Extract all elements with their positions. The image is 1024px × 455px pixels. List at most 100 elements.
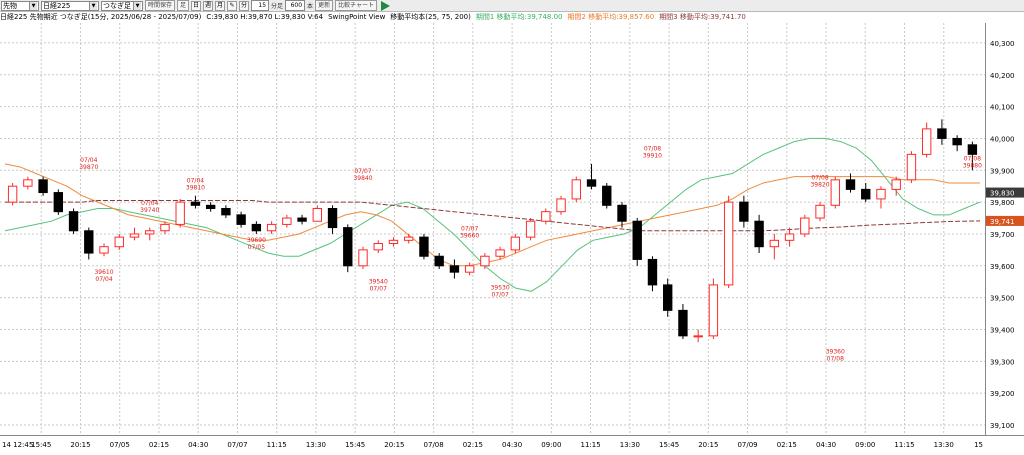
candle-body	[38, 179, 48, 194]
chevron-down-icon[interactable]: ▼	[29, 1, 37, 10]
candle-body	[784, 233, 795, 241]
candle-body	[114, 236, 124, 248]
swing-date-label: 07/04	[95, 276, 112, 283]
bar-button[interactable]: 足	[177, 0, 190, 11]
swing-price-label: 39740	[140, 207, 159, 214]
swing-date-label: 07/04	[80, 157, 97, 164]
candle-body	[800, 217, 810, 235]
swing-date-label: 07/08	[827, 355, 844, 362]
pencil-icon[interactable]: ✎	[227, 0, 238, 11]
swing-price-label: 39810	[186, 185, 205, 192]
candle-body	[343, 227, 353, 267]
minutes-label: 分足	[271, 3, 284, 10]
candle-body	[297, 217, 307, 222]
x-tick-label: 07/09	[737, 441, 757, 449]
candle-body	[556, 198, 566, 213]
candle-body	[388, 239, 399, 245]
x-tick-label: 13:30	[620, 441, 640, 449]
candle-body	[906, 153, 917, 181]
toolbar: 先物 ▼ 日経225 ▼ つなぎ足 ▼ 時間保存 足 日 週 月 ✎ 分 15 …	[0, 0, 1024, 12]
candle-body	[7, 185, 18, 203]
candle-body	[754, 220, 764, 248]
candle-body	[678, 309, 688, 337]
candle-body	[495, 249, 505, 257]
candle-body	[815, 204, 825, 219]
price-chart[interactable]: 07/04 39870 07/04 39610 07/04 39740 07/04 39810…	[0, 23, 1024, 435]
candle-body	[876, 188, 886, 200]
candle-body	[525, 220, 536, 238]
market-select[interactable]: 先物 ▼	[1, 0, 39, 11]
y-tick-label: 40,300	[990, 40, 1015, 48]
swing-price-label: 39880	[963, 162, 982, 169]
candle-body	[830, 179, 840, 206]
candle-body	[312, 207, 322, 222]
ma-short-line	[4, 137, 981, 292]
chart-canvas[interactable]: 07/043987007/043961007/043974007/0439810…	[0, 23, 1024, 435]
x-tick-label: 04:30	[816, 441, 836, 449]
swing-date-label: 07/07	[491, 292, 508, 299]
swing-price-label: 39690	[247, 237, 266, 244]
ma-price-tag-bg	[986, 215, 1024, 226]
candle-body	[129, 233, 140, 238]
candle-body	[175, 201, 185, 225]
swing-price-label: 39530	[491, 285, 510, 292]
candle-body	[937, 128, 947, 139]
week-button[interactable]: 週	[203, 0, 214, 11]
candle-body	[967, 144, 978, 155]
candle-body	[739, 201, 749, 222]
update-button[interactable]: 更新	[315, 0, 334, 11]
x-tick-label: 09:00	[855, 441, 875, 449]
x-tick-label: 13:30	[306, 441, 326, 449]
chevron-down-icon[interactable]: ▼	[133, 1, 141, 10]
ma2-info: 期間2 移動平均:39,857.60	[567, 13, 655, 21]
candle-body	[99, 246, 109, 254]
candle-body	[373, 243, 383, 251]
candle-body	[84, 230, 94, 254]
ma3-info: 期間3 移動平均:39,741.70	[659, 13, 746, 21]
y-tick-label: 39,200	[990, 390, 1015, 398]
compare-chart-button[interactable]: 比較チャート	[335, 0, 378, 11]
ma-settings-info: 移動平均本(25, 75, 200)	[390, 13, 471, 21]
play-icon[interactable]	[381, 0, 391, 11]
chevron-down-icon[interactable]: ▼	[89, 1, 97, 10]
swing-price-label: 39660	[460, 232, 479, 239]
candle-body	[617, 204, 627, 222]
ohlc-info: C:39,830 H:39,870 L:39,830 V:64	[206, 13, 324, 21]
minutes-input[interactable]: 15	[251, 0, 270, 11]
month-button[interactable]: 月	[215, 0, 226, 11]
candle-body	[921, 128, 932, 155]
swing-date-label: 07/07	[354, 168, 371, 175]
candle-body	[282, 217, 292, 225]
swing-date-label: 07/08	[644, 146, 661, 153]
candle-body	[266, 223, 277, 232]
candle-body	[845, 179, 856, 190]
swing-price-label: 39870	[79, 164, 98, 171]
swing-date-label: 07/08	[964, 155, 981, 162]
candle-body	[190, 201, 201, 206]
count-input[interactable]: 600	[285, 0, 306, 11]
y-tick-label: 39,900	[990, 167, 1015, 175]
count-label: 本	[307, 3, 314, 10]
y-tick-label: 40,200	[990, 72, 1015, 80]
time-save-button[interactable]: 時間保存	[145, 0, 176, 11]
y-tick-label: 39,100	[990, 422, 1015, 430]
minute-button[interactable]: 分	[239, 0, 250, 11]
swing-price-label: 39360	[826, 348, 845, 355]
day-button[interactable]: 日	[191, 0, 202, 11]
instrument-select[interactable]: 日経225 ▼	[41, 0, 99, 11]
x-tick-label: 09:00	[541, 441, 561, 449]
candle-body	[358, 249, 368, 267]
swing-date-label: 07/07	[370, 285, 387, 292]
x-tick-label: 02:15	[463, 441, 483, 449]
ma1-info: 期間1 移動平均:39,748.00	[475, 13, 563, 21]
contract-select[interactable]: つなぎ足 ▼	[101, 0, 143, 11]
candle-body	[327, 207, 338, 229]
candle-body	[53, 192, 64, 213]
instrument-select-value: 日経225	[43, 1, 71, 10]
x-tick-label: 20:15	[384, 441, 404, 449]
x-tick-label: 15:45	[659, 441, 679, 449]
market-select-value: 先物	[3, 1, 17, 10]
x-tick-label: 20:15	[70, 441, 90, 449]
current-price-tag-label: 39,830	[990, 190, 1015, 198]
